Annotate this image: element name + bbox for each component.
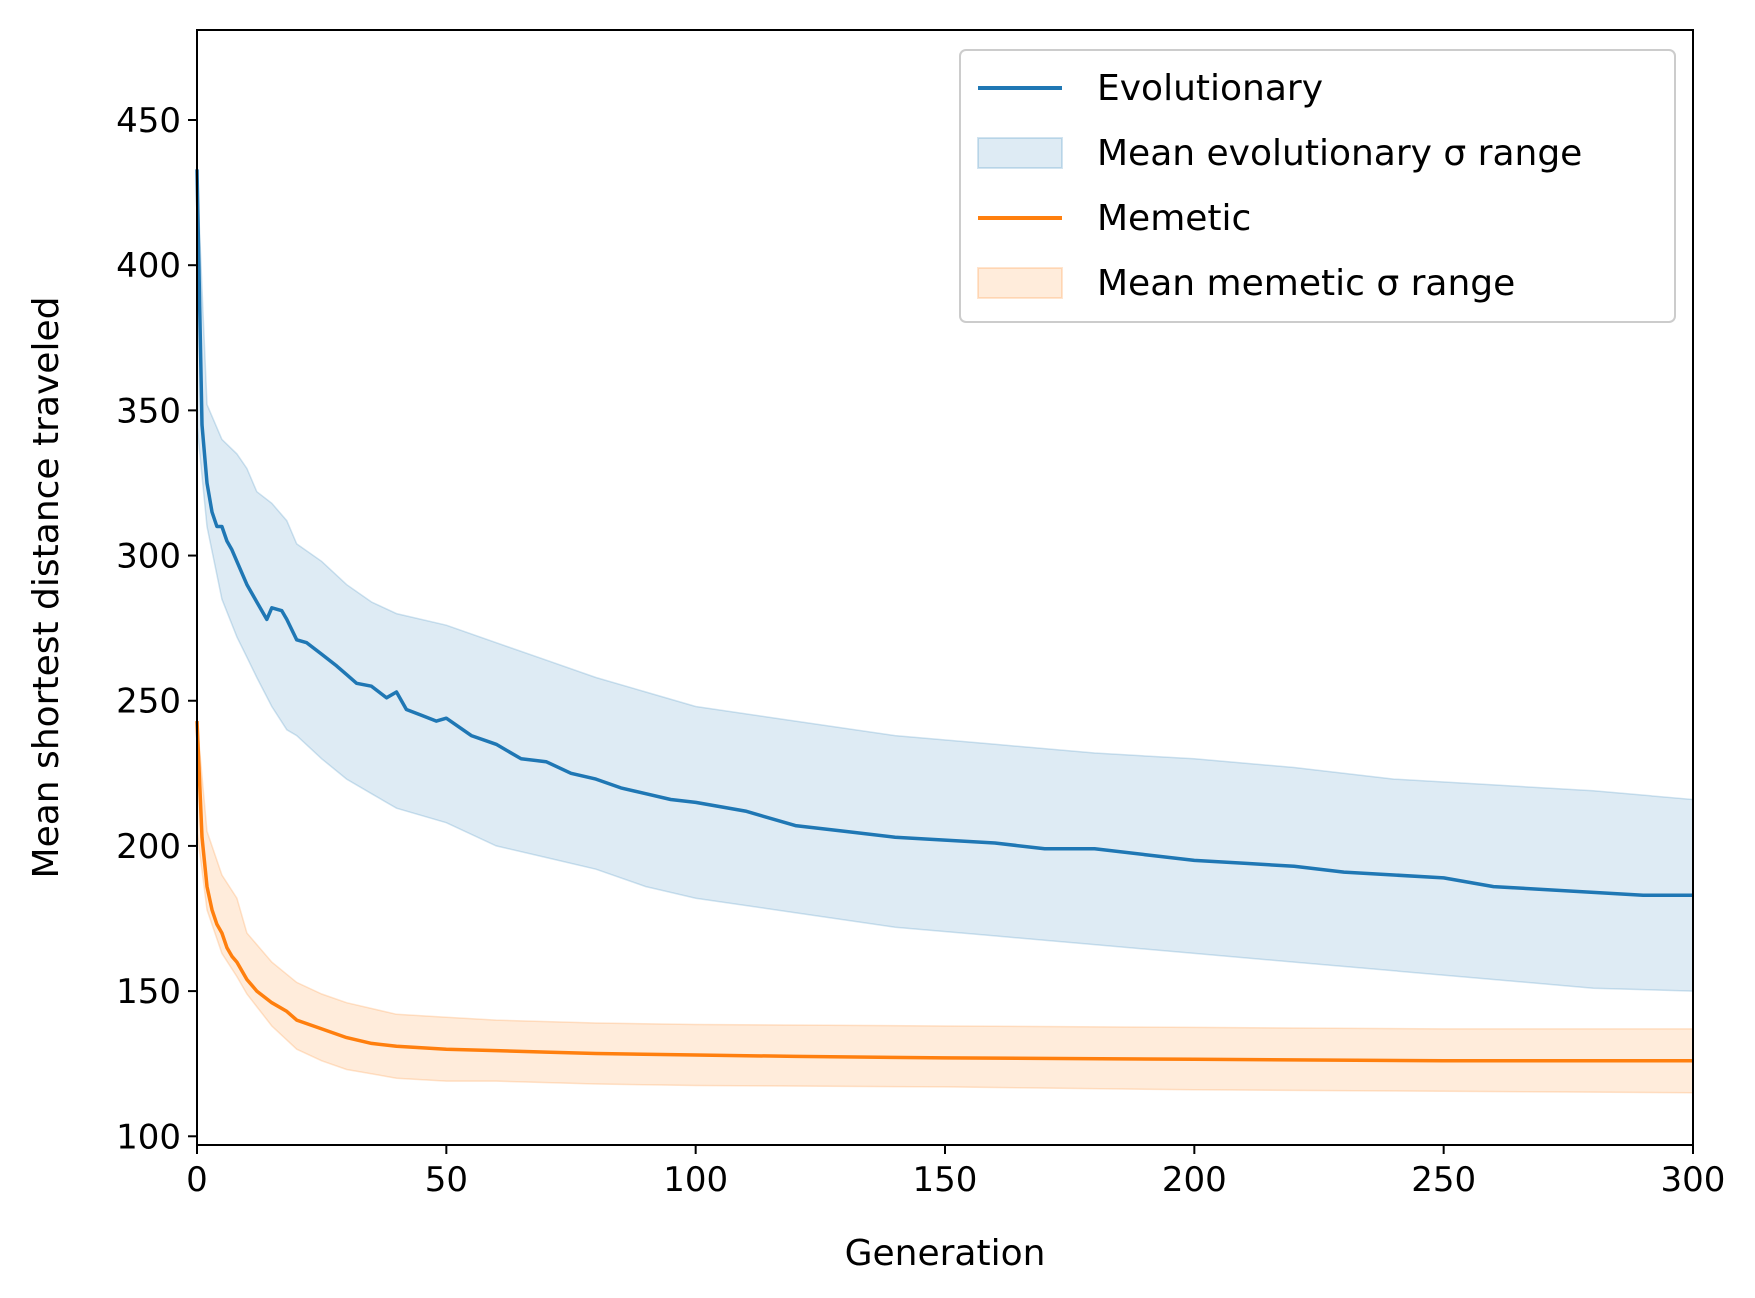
x-axis-label: Generation [845, 1233, 1046, 1274]
x-tick-label: 100 [663, 1160, 728, 1200]
y-tick-label: 100 [116, 1117, 181, 1157]
legend-swatch-3 [977, 267, 1063, 299]
y-tick-label: 450 [116, 101, 181, 141]
x-tick-label: 50 [425, 1160, 468, 1200]
series-lines [195, 169, 1693, 1063]
x-tick-label: 250 [1411, 1160, 1476, 1200]
legend-box [959, 49, 1676, 323]
y-tick-label: 350 [116, 391, 181, 431]
y-tick-label: 150 [116, 972, 181, 1012]
series-line-0 [195, 169, 1693, 898]
x-tick-label: 300 [1661, 1160, 1726, 1200]
series-line-2 [195, 721, 1693, 1063]
y-axis: 100 150 200 250 300 350 400 450 [116, 101, 197, 1157]
legend-label-3: Mean memetic σ range [1097, 263, 1515, 304]
legend-label-0: Evolutionary [1097, 68, 1323, 109]
legend: Evolutionary Mean evolutionary σ range Mem… [959, 49, 1676, 323]
y-axis-label: Mean shortest distance traveled [26, 297, 67, 879]
x-axis: 0 50 100 150 200 250 300 [186, 1145, 1725, 1200]
legend-label-2: Memetic [1097, 198, 1251, 239]
legend-label-1: Mean evolutionary σ range [1097, 133, 1582, 174]
y-tick-label: 250 [116, 682, 181, 722]
legend-swatch-1 [977, 137, 1063, 169]
y-tick-label: 400 [116, 246, 181, 286]
y-tick-label: 200 [116, 827, 181, 867]
x-tick-label: 0 [186, 1160, 208, 1200]
x-tick-label: 200 [1162, 1160, 1227, 1200]
x-tick-label: 150 [913, 1160, 978, 1200]
y-tick-label: 300 [116, 537, 181, 577]
